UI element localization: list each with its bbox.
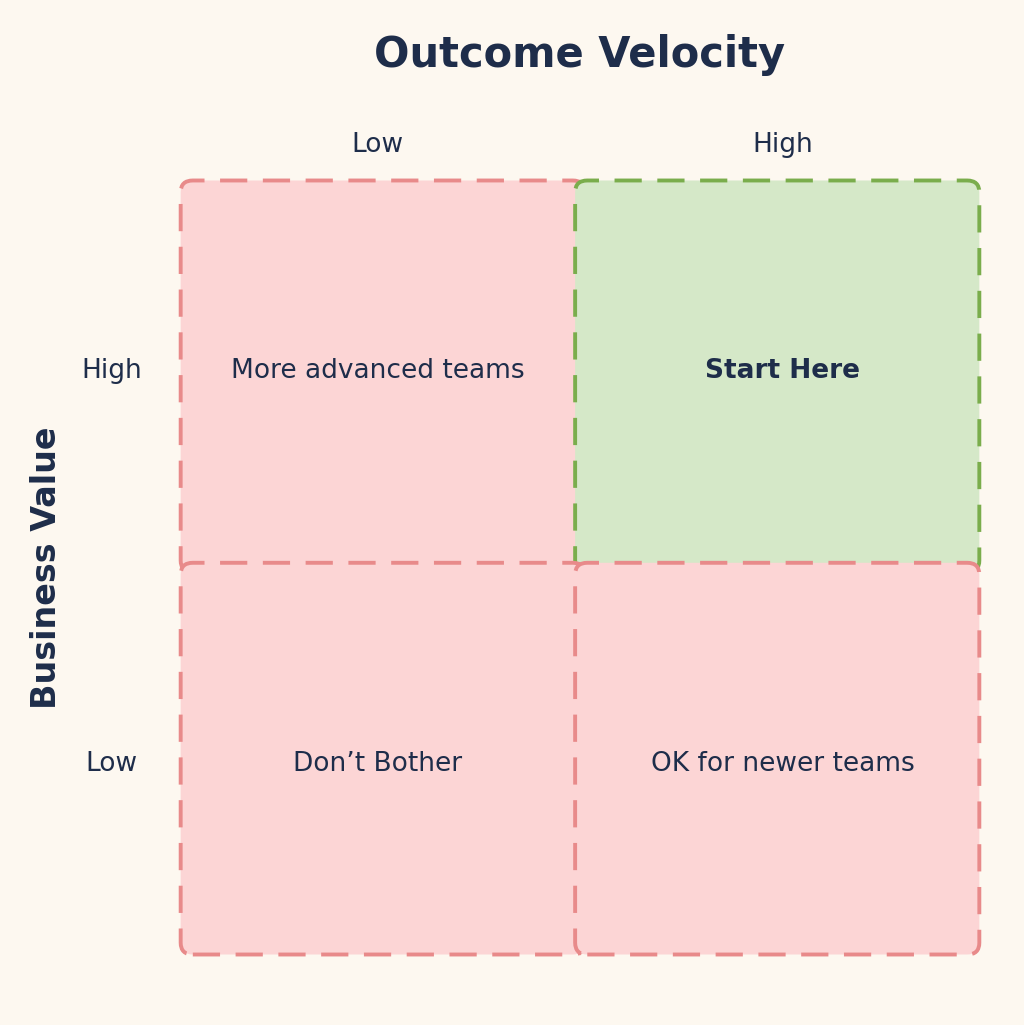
FancyBboxPatch shape [180,180,585,572]
Text: Don’t Bother: Don’t Bother [293,750,462,777]
FancyBboxPatch shape [575,180,979,572]
FancyBboxPatch shape [575,563,979,954]
Text: Start Here: Start Here [705,359,860,384]
FancyBboxPatch shape [180,563,585,954]
Text: Low: Low [351,132,403,158]
Text: High: High [752,132,813,158]
Text: More advanced teams: More advanced teams [230,359,524,384]
Text: Business Value: Business Value [30,426,62,708]
Text: High: High [81,359,142,384]
Text: Low: Low [85,750,137,777]
Text: Outcome Velocity: Outcome Velocity [375,34,785,76]
Text: OK for newer teams: OK for newer teams [650,750,914,777]
